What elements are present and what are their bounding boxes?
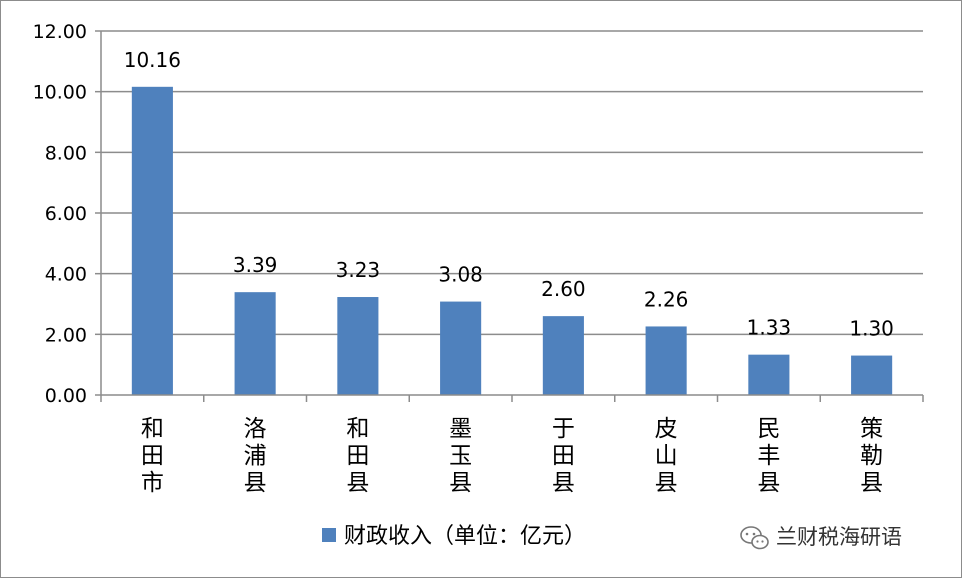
category-label: 民丰县 [757, 416, 780, 496]
wechat-icon [740, 526, 769, 550]
bar [131, 86, 173, 396]
category-label: 策勒县 [860, 416, 883, 496]
y-tick-label: 2.00 [45, 324, 87, 346]
data-label: 2.60 [541, 277, 586, 301]
y-tick-label: 0.00 [45, 385, 87, 407]
legend-swatch [322, 528, 336, 542]
category-label: 墨玉县 [449, 416, 472, 496]
bar [542, 316, 584, 395]
data-label: 1.30 [849, 317, 894, 341]
data-label: 1.33 [747, 316, 792, 340]
watermark: 兰财税海研语 [740, 525, 902, 550]
data-labels: 10.16 3.39 3.23 3.08 2.60 2.26 1.33 1.30 [124, 48, 894, 341]
axes [95, 30, 924, 402]
bar [851, 355, 893, 395]
data-label: 3.23 [336, 258, 381, 282]
bars [131, 86, 893, 396]
y-tick-label: 10.00 [33, 82, 87, 104]
category-label: 于田县 [552, 416, 575, 496]
gridlines [101, 30, 923, 336]
category-label: 和田市 [141, 416, 164, 496]
watermark-text: 兰财税海研语 [776, 525, 902, 549]
bar [645, 326, 687, 395]
y-tick-label: 12.00 [33, 21, 87, 43]
data-label: 10.16 [124, 48, 181, 72]
data-label: 3.08 [438, 263, 483, 287]
data-label: 3.39 [233, 253, 278, 277]
y-tick-label: 8.00 [45, 142, 87, 164]
y-tick-label: 6.00 [45, 203, 87, 225]
y-axis-tick-labels: 0.00 2.00 4.00 6.00 8.00 10.00 12.00 [33, 21, 87, 407]
data-label: 2.26 [644, 287, 689, 311]
y-tick-label: 4.00 [45, 264, 87, 286]
legend-label: 财政收入（单位：亿元） [344, 524, 586, 549]
bar [748, 354, 790, 395]
bar [337, 297, 379, 395]
legend: 财政收入（单位：亿元） [322, 524, 586, 549]
bar [234, 292, 276, 395]
category-label: 和田县 [346, 416, 369, 496]
bar [440, 301, 482, 395]
category-label: 洛浦县 [244, 416, 267, 496]
category-label: 皮山县 [655, 416, 678, 496]
x-axis-category-labels: 和田市 洛浦县 和田县 墨玉县 于田县 皮山县 民丰县 策勒县 [141, 416, 883, 496]
